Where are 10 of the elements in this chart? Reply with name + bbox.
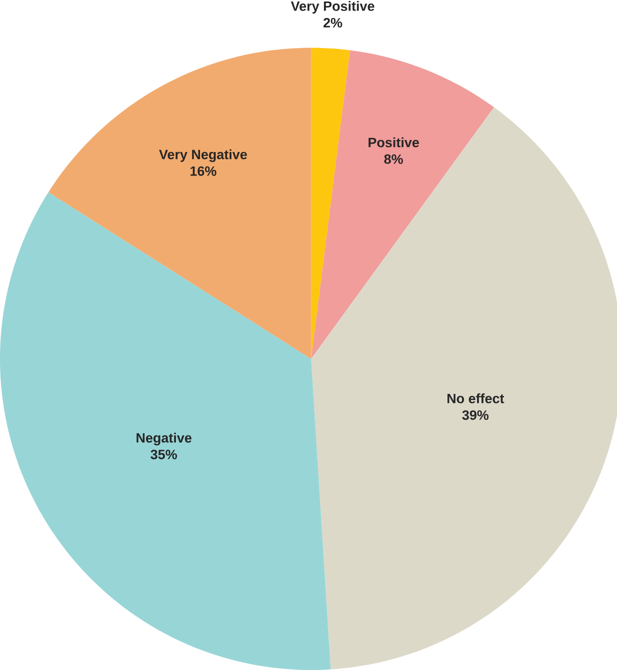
data-label: 16% <box>190 166 216 176</box>
slice-label: Very Negative <box>159 149 247 162</box>
data-label: 39% <box>462 410 489 420</box>
slice-label: Very Positive <box>290 1 374 14</box>
data-label: 35% <box>150 450 177 460</box>
slice-label: Positive <box>368 137 419 148</box>
data-label: 2% <box>324 18 342 28</box>
data-label: 8% <box>384 154 403 164</box>
slice-label: No effect <box>447 393 504 404</box>
slice-label: Negative <box>136 432 192 446</box>
